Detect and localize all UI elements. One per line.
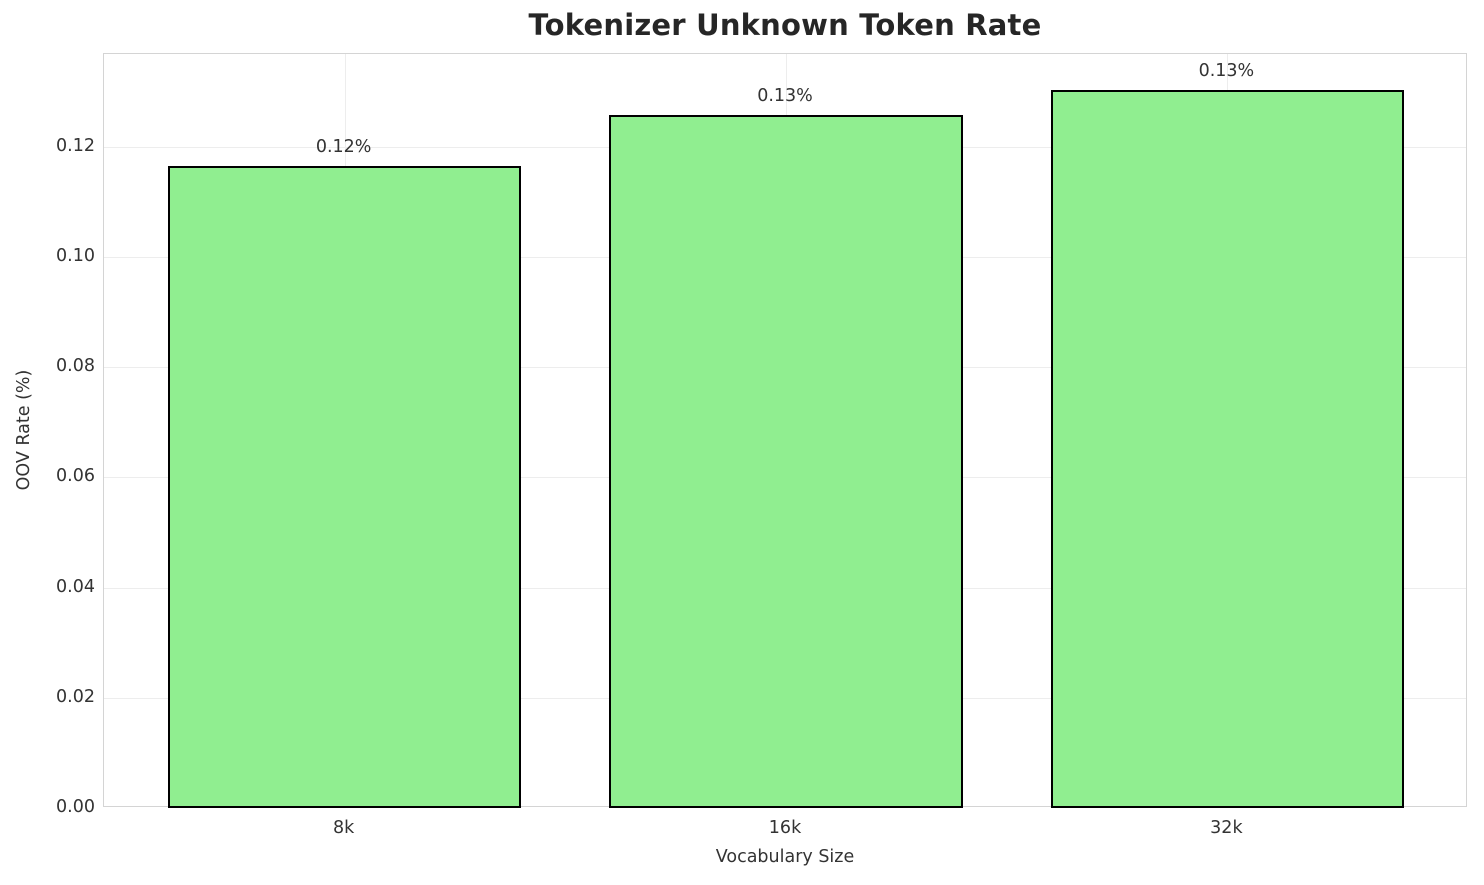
chart-title: Tokenizer Unknown Token Rate bbox=[528, 8, 1042, 42]
y-tick-label: 0.12 bbox=[56, 135, 95, 156]
y-tick-label: 0.00 bbox=[56, 797, 95, 817]
x-tick-label-32k: 32k bbox=[1210, 818, 1243, 838]
y-tick-label: 0.02 bbox=[56, 686, 95, 707]
bar-value-label: 0.13% bbox=[1198, 60, 1255, 81]
y-tick-label: 0.04 bbox=[56, 576, 95, 597]
bar-8k bbox=[167, 165, 522, 808]
bar-value-label: 0.12% bbox=[315, 136, 372, 157]
x-axis-label: Vocabulary Size bbox=[715, 847, 855, 867]
y-axis-label: OOV Rate (%) bbox=[14, 369, 34, 491]
bar-16k bbox=[609, 114, 963, 808]
x-tick-label-16k: 16k bbox=[768, 818, 802, 838]
bar-32k bbox=[1050, 89, 1405, 808]
x-tick-label-8k: 8k bbox=[332, 818, 355, 838]
y-tick-label: 0.06 bbox=[56, 466, 95, 487]
bar-value-label: 0.13% bbox=[757, 85, 813, 106]
y-tick-label: 0.10 bbox=[56, 245, 95, 266]
plot-area bbox=[103, 53, 1467, 808]
y-tick-label: 0.08 bbox=[56, 356, 95, 377]
